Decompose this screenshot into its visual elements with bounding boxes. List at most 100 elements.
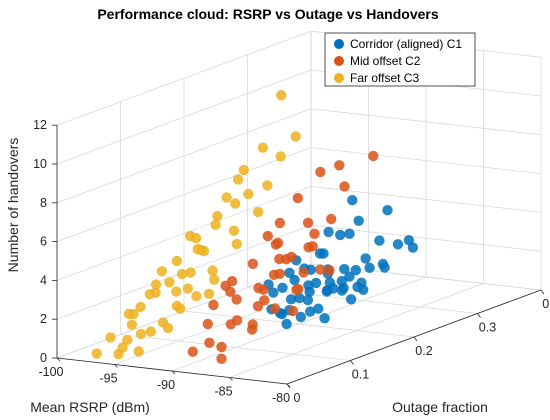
z-tick-label: 10 bbox=[33, 157, 47, 171]
data-point-series-1 bbox=[289, 274, 300, 286]
data-point-series-3 bbox=[238, 164, 249, 176]
data-point-series-1 bbox=[344, 228, 355, 239]
y-tick-mark bbox=[540, 289, 545, 295]
data-point-series-1 bbox=[350, 264, 361, 276]
data-point-series-2 bbox=[262, 230, 273, 242]
data-point-series-1 bbox=[277, 282, 288, 293]
x-tick-label: -85 bbox=[214, 385, 232, 399]
z-tick-label: 0 bbox=[40, 351, 47, 365]
data-point-series-3 bbox=[91, 348, 102, 359]
legend-label-c3: Far offset C3 bbox=[350, 71, 419, 85]
data-point-series-1 bbox=[295, 311, 307, 323]
y-tick-mark bbox=[286, 383, 291, 389]
z-tick-label: 2 bbox=[40, 312, 47, 326]
data-point-series-3 bbox=[135, 328, 147, 340]
data-point-series-3 bbox=[212, 210, 223, 222]
data-point-series-1 bbox=[302, 294, 314, 306]
x-tick-mark bbox=[171, 370, 176, 375]
x-axis-label: Mean RSRP (dBm) bbox=[30, 399, 150, 415]
data-point-series-1 bbox=[294, 292, 305, 304]
data-point-series-2 bbox=[268, 269, 280, 280]
data-point-series-1 bbox=[344, 271, 355, 282]
data-point-series-1 bbox=[403, 235, 415, 246]
data-point-series-1 bbox=[339, 263, 350, 275]
data-point-series-3 bbox=[113, 348, 124, 360]
data-point-series-2 bbox=[274, 217, 286, 229]
x-tick-mark bbox=[56, 357, 61, 362]
grid-line bbox=[56, 108, 312, 204]
points-layer bbox=[91, 90, 419, 364]
data-point-series-3 bbox=[207, 265, 218, 276]
data-point-series-2 bbox=[315, 166, 326, 178]
data-point-series-3 bbox=[203, 288, 215, 299]
data-point-series-1 bbox=[379, 262, 390, 273]
data-point-series-3 bbox=[228, 225, 240, 236]
data-point-series-1 bbox=[305, 306, 316, 317]
y-tick-label: 0 bbox=[294, 391, 301, 405]
data-point-series-2 bbox=[309, 228, 320, 239]
legend-marker-c3 bbox=[334, 73, 344, 83]
grid-line bbox=[56, 186, 312, 281]
grid-line bbox=[310, 108, 542, 136]
data-point-series-1 bbox=[360, 253, 371, 264]
chart-title: Performance cloud: RSRP vs Outage vs Han… bbox=[97, 6, 439, 22]
legend-box bbox=[324, 32, 476, 87]
data-point-series-3 bbox=[135, 301, 146, 313]
x-tick-mark bbox=[229, 377, 233, 381]
data-point-series-1 bbox=[328, 283, 339, 294]
data-point-series-2 bbox=[303, 242, 314, 253]
grid-line bbox=[56, 30, 312, 126]
data-point-series-3 bbox=[176, 268, 188, 280]
data-point-series-3 bbox=[171, 300, 183, 312]
data-point-series-3 bbox=[156, 266, 168, 277]
data-point-series-2 bbox=[298, 267, 309, 278]
data-point-series-3 bbox=[191, 291, 202, 302]
data-point-series-2 bbox=[202, 318, 213, 330]
data-point-series-2 bbox=[269, 303, 281, 314]
data-point-series-1 bbox=[319, 313, 330, 324]
data-point-series-3 bbox=[162, 322, 174, 334]
legend-label-c1: Corridor (aligned) C1 bbox=[350, 37, 462, 51]
data-point-series-3 bbox=[171, 286, 182, 297]
x-tick-mark bbox=[114, 364, 118, 368]
data-point-series-1 bbox=[284, 267, 295, 278]
data-point-series-3 bbox=[210, 219, 221, 230]
data-point-series-1 bbox=[374, 235, 385, 246]
data-point-series-1 bbox=[335, 229, 346, 241]
data-point-series-2 bbox=[231, 294, 242, 305]
data-point-series-1 bbox=[313, 303, 324, 314]
data-point-series-2 bbox=[216, 341, 227, 353]
data-point-series-1 bbox=[318, 248, 329, 259]
x-tick-label: -95 bbox=[99, 372, 117, 386]
tick-labels: -100 -95 -90 -85 -80 0 0.1 0.2 0.3 0.4 0 2 4 6 8 10 12 bbox=[33, 118, 550, 405]
data-point-series-1 bbox=[323, 226, 334, 238]
data-point-series-2 bbox=[247, 319, 258, 330]
data-point-series-2 bbox=[315, 264, 326, 275]
x-tick-label: -90 bbox=[157, 378, 175, 392]
data-point-series-1 bbox=[268, 287, 279, 298]
data-point-series-2 bbox=[287, 305, 299, 317]
data-point-series-3 bbox=[276, 90, 287, 101]
data-point-series-2 bbox=[326, 213, 337, 225]
data-point-series-3 bbox=[182, 283, 193, 294]
data-point-series-3 bbox=[126, 319, 138, 330]
data-point-series-2 bbox=[187, 346, 198, 357]
data-point-series-2 bbox=[226, 276, 238, 287]
data-point-series-2 bbox=[270, 239, 282, 250]
data-point-series-3 bbox=[171, 255, 183, 267]
data-point-series-3 bbox=[133, 346, 144, 357]
data-point-series-3 bbox=[232, 174, 244, 185]
z-tick-label: 8 bbox=[40, 196, 47, 210]
x-tick-label: -80 bbox=[272, 391, 290, 405]
data-point-series-1 bbox=[382, 205, 393, 216]
data-point-series-2 bbox=[302, 217, 314, 228]
data-point-series-2 bbox=[292, 192, 303, 204]
grid-line bbox=[310, 147, 542, 174]
data-point-series-3 bbox=[221, 192, 232, 203]
data-point-series-2 bbox=[208, 299, 219, 311]
data-point-series-3 bbox=[275, 151, 286, 162]
data-point-series-3 bbox=[230, 198, 241, 209]
y-tick-label: 0.2 bbox=[415, 344, 432, 358]
legend-marker-c1 bbox=[334, 39, 344, 49]
